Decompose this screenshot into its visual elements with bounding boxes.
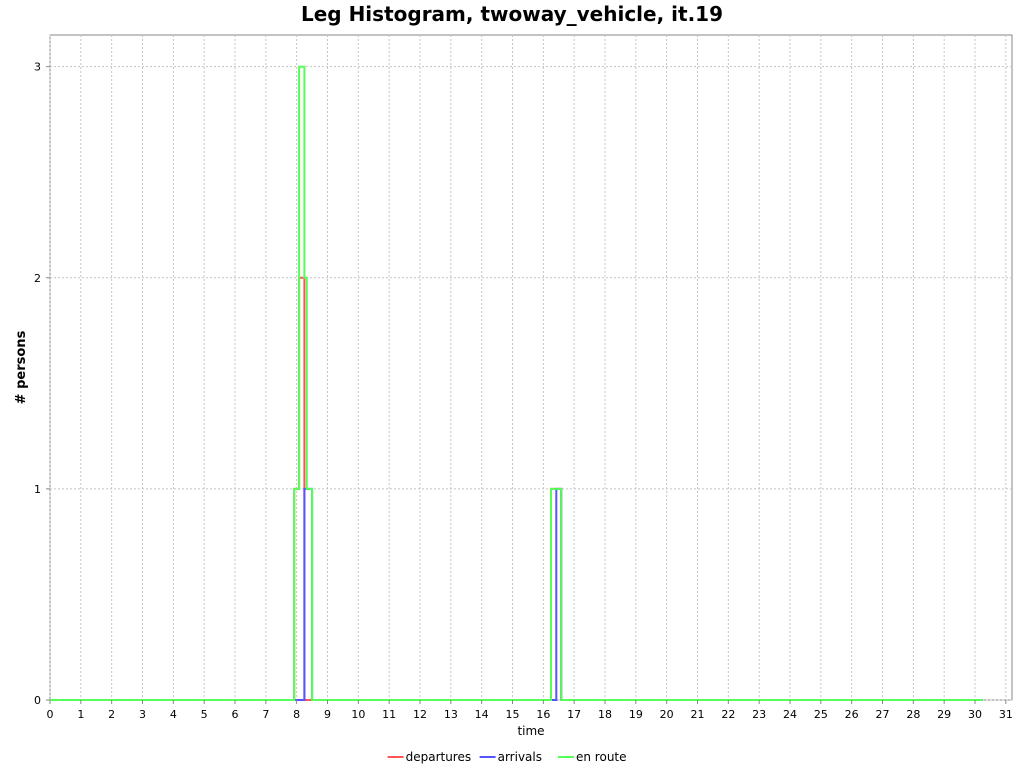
x-axis: 0 1 2 3 4 5 6 7 8 9 10 11 12 13 14 15 16 17 18 19 20 21 22 23 24…: [47, 700, 1013, 721]
x-tick-label: 11: [382, 708, 396, 721]
x-tick-label: 26: [845, 708, 859, 721]
x-tick-label: 0: [47, 708, 54, 721]
x-tick-label: 14: [475, 708, 489, 721]
x-tick-label: 19: [629, 708, 643, 721]
x-tick-label: 27: [876, 708, 890, 721]
x-tick-label: 3: [139, 708, 146, 721]
legend: departures arrivals en route: [387, 750, 627, 764]
y-tick-label: 0: [34, 694, 41, 707]
y-axis: 0 1 2 3: [34, 61, 50, 707]
legend-label: arrivals: [498, 750, 542, 764]
x-tick-label: 15: [506, 708, 520, 721]
x-tick-label: 22: [721, 708, 735, 721]
x-axis-label: time: [517, 724, 544, 738]
y-tick-label: 1: [34, 483, 41, 496]
x-tick-label: 18: [598, 708, 612, 721]
x-tick-label: 13: [444, 708, 458, 721]
x-tick-label: 16: [536, 708, 550, 721]
x-tick-label: 28: [906, 708, 920, 721]
y-axis-label: # persons: [14, 330, 29, 404]
chart-title: Leg Histogram, twoway_vehicle, it.19: [301, 2, 723, 26]
x-tick-label: 4: [170, 708, 177, 721]
x-tick-label: 1: [77, 708, 84, 721]
x-tick-label: 31: [999, 708, 1013, 721]
x-tick-label: 10: [351, 708, 365, 721]
x-tick-label: 12: [413, 708, 427, 721]
x-tick-label: 7: [262, 708, 269, 721]
y-tick-label: 3: [34, 61, 41, 74]
x-tick-label: 30: [968, 708, 982, 721]
x-tick-label: 17: [567, 708, 581, 721]
plot-area: [49, 34, 1013, 701]
x-tick-label: 9: [324, 708, 331, 721]
y-tick-label: 2: [34, 272, 41, 285]
x-tick-label: 23: [752, 708, 766, 721]
series-layer: [50, 65, 983, 701]
x-tick-label: 8: [293, 708, 300, 721]
x-tick-label: 29: [937, 708, 951, 721]
series-line-en-route: [50, 65, 983, 701]
x-tick-label: 24: [783, 708, 797, 721]
x-tick-label: 20: [660, 708, 674, 721]
legend-label: en route: [576, 750, 627, 764]
x-tick-label: 2: [108, 708, 115, 721]
legend-label: departures: [406, 750, 472, 764]
x-tick-label: 21: [691, 708, 705, 721]
x-tick-label: 5: [201, 708, 208, 721]
x-tick-label: 25: [814, 708, 828, 721]
x-tick-label: 6: [232, 708, 239, 721]
